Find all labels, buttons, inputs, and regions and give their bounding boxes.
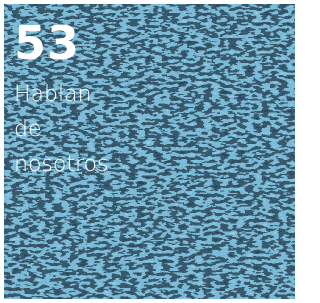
count: 53 [14,18,80,68]
page: {"tile": {"number": "53", "lines": ["Hab… [0,0,299,303]
caption-line: nosotros [14,152,108,178]
caption-line: de [14,117,42,143]
tile[interactable]: 53 Hablan de nosotros [4,4,295,299]
caption-line: Hablan [14,82,92,108]
